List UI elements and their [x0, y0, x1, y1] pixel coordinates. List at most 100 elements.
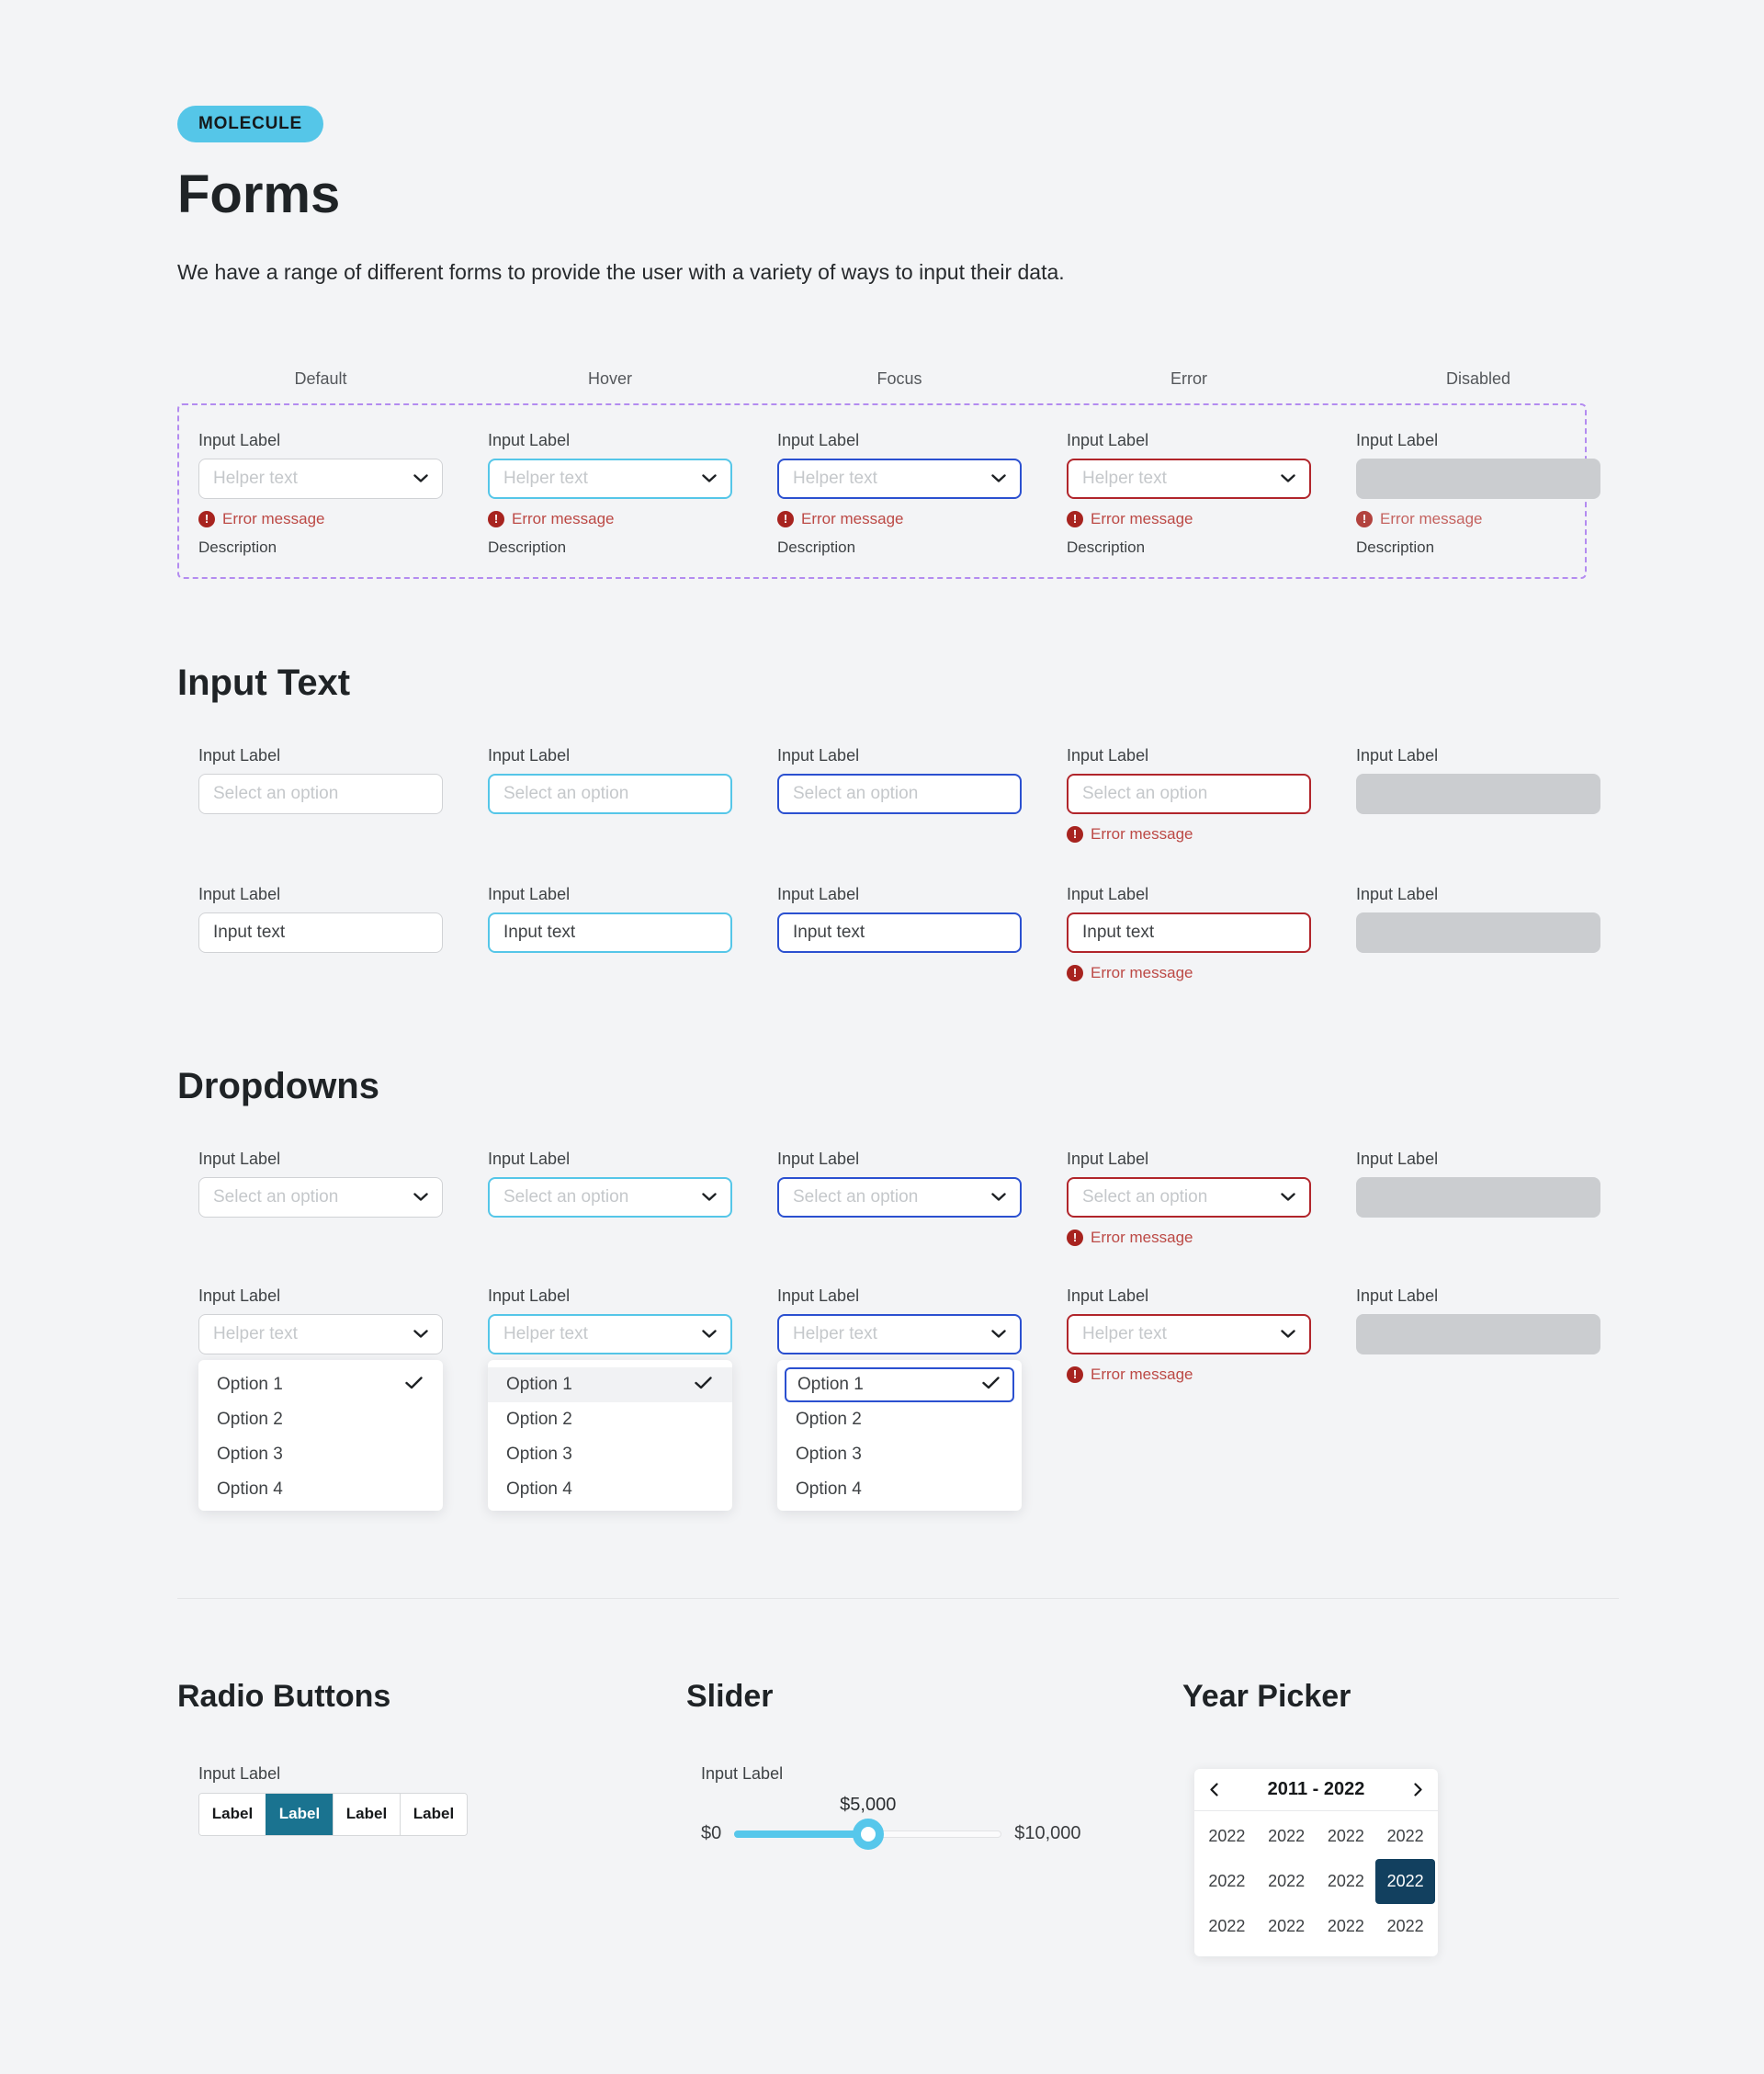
year-cell[interactable]: 2022 — [1327, 1871, 1364, 1890]
input-label: Input Label — [488, 884, 571, 903]
dropdown-options-panel: Option 1 Option 2 Option 3 Option 4 — [488, 1359, 732, 1511]
dropdown-default[interactable]: Select an option — [198, 1176, 443, 1218]
option-2[interactable]: Option 2 — [488, 1402, 732, 1437]
section-divider — [177, 1597, 1619, 1599]
dropdown-row-closed: Input Label Select an option Input Label… — [198, 1149, 1764, 1247]
input-label: Input Label — [701, 1763, 784, 1783]
option-3[interactable]: Option 3 — [198, 1437, 443, 1472]
cell-hover: Input Label Input text — [488, 884, 732, 982]
year-cell[interactable]: 2022 — [1268, 1871, 1306, 1890]
text-input-default[interactable]: Select an option — [198, 773, 443, 814]
input-label: Input Label — [488, 745, 571, 765]
state-header-default: Default — [294, 368, 347, 388]
chevron-down-icon — [1281, 474, 1295, 483]
year-cell[interactable]: 2022 — [1268, 1916, 1306, 1935]
error-row: ! Error message — [1067, 825, 1311, 844]
placeholder-text: Select an option — [793, 1186, 919, 1207]
year-cell[interactable]: 2022 — [1208, 1871, 1246, 1890]
cell-focus-open: Input Label Helper text Option 1 Option … — [777, 1286, 1022, 1511]
option-4[interactable]: Option 4 — [488, 1472, 732, 1507]
error-message: Error message — [1091, 509, 1193, 527]
year-cell[interactable]: 2022 — [1327, 1916, 1364, 1935]
section-title-radio-buttons: Radio Buttons — [177, 1678, 391, 1714]
error-icon: ! — [1067, 1366, 1083, 1383]
radio-option-3[interactable]: Label — [333, 1793, 400, 1835]
option-1[interactable]: Option 1 — [198, 1367, 443, 1402]
placeholder-text: Select an option — [1082, 783, 1208, 803]
chevron-left-icon[interactable] — [1210, 1783, 1218, 1796]
option-label: Option 1 — [217, 1374, 283, 1394]
text-input-focus[interactable]: Select an option — [777, 773, 1022, 814]
text-input-default-filled[interactable]: Input text — [198, 912, 443, 953]
year-cell[interactable]: 2022 — [1208, 1916, 1246, 1935]
placeholder-text: Helper text — [213, 468, 298, 488]
select-hover[interactable]: Helper text — [488, 458, 732, 499]
state-header-disabled: Disabled — [1445, 368, 1511, 388]
dropdown-open-default[interactable]: Helper text — [198, 1313, 443, 1354]
slider-current-value: $5,000 — [840, 1794, 897, 1815]
dropdown-focus[interactable]: Select an option — [777, 1176, 1022, 1218]
select-default[interactable]: Helper text — [198, 458, 443, 499]
input-label: Input Label — [198, 1763, 281, 1783]
year-cell[interactable]: 2022 — [1327, 1826, 1364, 1845]
year-cell[interactable]: 2022 — [1386, 1916, 1424, 1935]
option-3[interactable]: Option 3 — [777, 1437, 1022, 1472]
text-input-error-filled[interactable]: Input text — [1067, 912, 1311, 953]
dropdown-hover[interactable]: Select an option — [488, 1176, 732, 1218]
error-icon: ! — [777, 510, 794, 527]
option-3[interactable]: Option 3 — [488, 1437, 732, 1472]
text-input-focus-filled[interactable]: Input text — [777, 912, 1022, 953]
molecule-badge: MOLECULE — [177, 106, 324, 142]
cell-focus: Input Label Input text — [777, 884, 1022, 982]
dropdown-open-focus[interactable]: Helper text — [777, 1313, 1022, 1354]
option-label: Option 3 — [217, 1444, 283, 1464]
dropdown-options-panel: Option 1 Option 2 Option 3 Option 4 — [198, 1359, 443, 1511]
error-row: ! Error message — [1067, 964, 1311, 982]
dropdown-open-hover[interactable]: Helper text — [488, 1313, 732, 1354]
dropdown-error[interactable]: Select an option — [1067, 1176, 1311, 1218]
option-1-focused[interactable]: Option 1 — [785, 1366, 1014, 1402]
slider-track[interactable]: $5,000 — [734, 1795, 1002, 1850]
radio-option-4[interactable]: Label — [400, 1793, 467, 1835]
option-1-hovered[interactable]: Option 1 — [488, 1366, 732, 1402]
slider-handle[interactable] — [852, 1818, 884, 1850]
cell-disabled: Input Label — [1356, 745, 1600, 844]
slider-track-fill — [734, 1830, 868, 1838]
select-focus[interactable]: Helper text — [777, 458, 1022, 499]
text-input-hover[interactable]: Select an option — [488, 773, 732, 814]
dropdown-open-error[interactable]: Helper text — [1067, 1313, 1311, 1354]
year-cell-selected[interactable]: 2022 — [1375, 1858, 1435, 1904]
error-icon: ! — [1067, 964, 1083, 981]
error-row: ! Error message — [1067, 510, 1311, 528]
year-cell[interactable]: 2022 — [1386, 1826, 1424, 1845]
page-description: We have a range of different forms to pr… — [177, 259, 1065, 284]
option-label: Option 1 — [506, 1374, 572, 1394]
option-2[interactable]: Option 2 — [777, 1402, 1022, 1437]
option-4[interactable]: Option 4 — [777, 1472, 1022, 1507]
input-text-row-filled: Input Label Input text Input Label Input… — [198, 884, 1764, 982]
placeholder-text: Select an option — [1082, 1186, 1208, 1207]
showcase-cell-error: Input Label Helper text ! Error message … — [1067, 430, 1311, 557]
radio-buttons-section: Radio Buttons Input Label Label Label La… — [177, 1678, 686, 1956]
placeholder-text: Select an option — [503, 783, 629, 803]
input-label: Input Label — [777, 430, 860, 449]
text-input-hover-filled[interactable]: Input text — [488, 912, 732, 953]
radio-option-2-selected[interactable]: Label — [266, 1793, 333, 1835]
placeholder-text: Helper text — [1082, 468, 1167, 488]
radio-option-1[interactable]: Label — [199, 1793, 266, 1835]
field-description: Description — [198, 538, 277, 556]
cell-hover-open: Input Label Helper text Option 1 Option … — [488, 1286, 732, 1511]
select-error[interactable]: Helper text — [1067, 458, 1311, 499]
text-input-error[interactable]: Select an option — [1067, 773, 1311, 814]
page-title: Forms — [177, 164, 341, 224]
input-label: Input Label — [488, 430, 571, 449]
year-cell[interactable]: 2022 — [1268, 1826, 1306, 1845]
bottom-sections: Radio Buttons Input Label Label Label La… — [177, 1678, 1764, 1956]
state-header-focus: Focus — [876, 368, 922, 388]
input-value: Input text — [793, 922, 865, 942]
option-4[interactable]: Option 4 — [198, 1472, 443, 1507]
chevron-right-icon[interactable] — [1414, 1783, 1422, 1796]
option-2[interactable]: Option 2 — [198, 1402, 443, 1437]
year-cell[interactable]: 2022 — [1208, 1826, 1246, 1845]
chevron-down-icon — [413, 1193, 428, 1202]
